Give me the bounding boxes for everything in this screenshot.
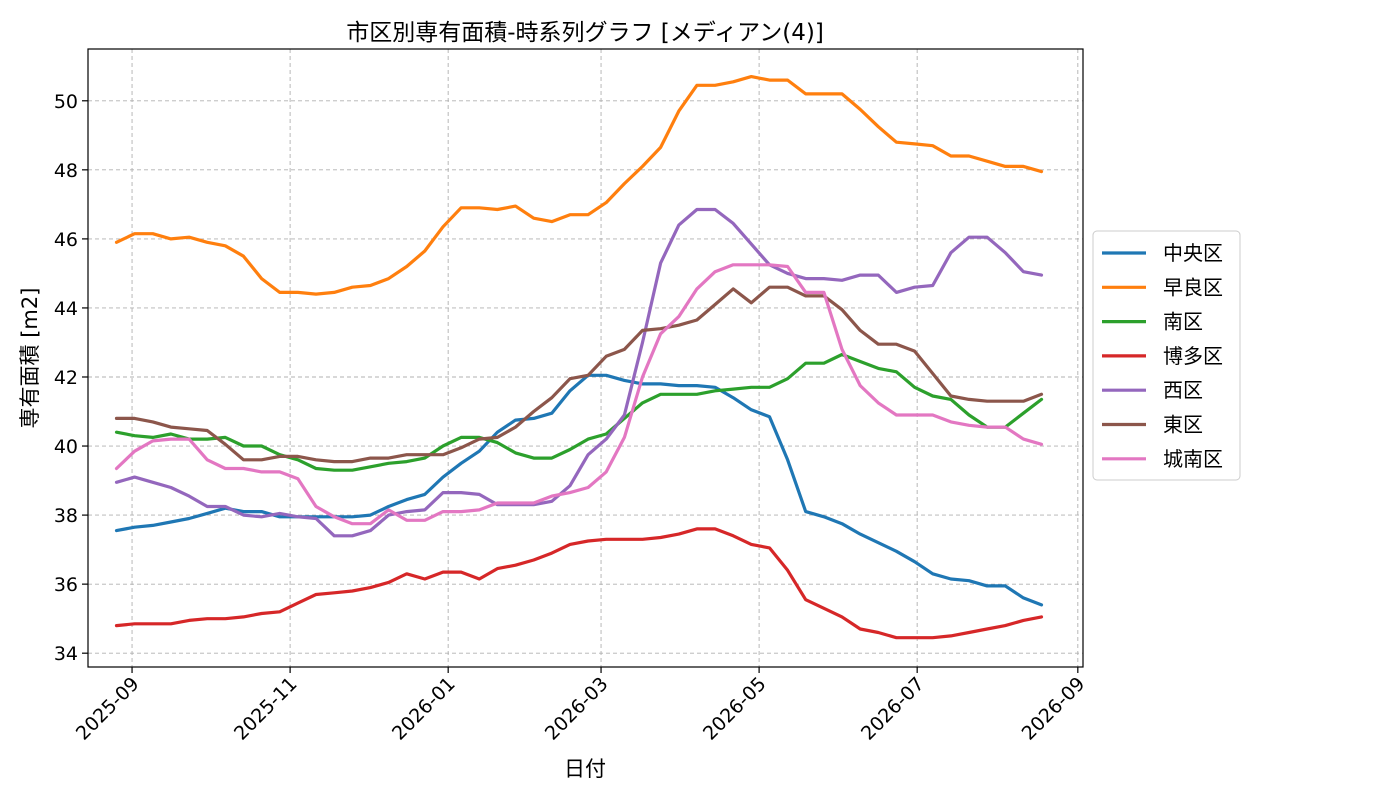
series-line	[114, 285, 1044, 464]
x-axis: 2025-09 2025-11 2026-01 2026-03 2026-05 2026-…	[72, 667, 1089, 745]
y-tick-label: 34	[54, 643, 78, 665]
y-tick-label: 50	[54, 91, 78, 113]
series-line	[114, 207, 1044, 538]
y-tick-label: 40	[54, 436, 78, 458]
chart-title: 市区別専有面積-時系列グラフ [メディアン(4)]	[346, 20, 824, 46]
legend-label: 城南区	[1163, 447, 1223, 471]
y-tick-label: 48	[54, 160, 78, 182]
x-tick-label: 2026-01	[388, 673, 460, 745]
x-tick-label: 2026-07	[857, 673, 929, 745]
series-line	[114, 352, 1044, 472]
x-tick-label: 2025-11	[230, 673, 302, 745]
series-lines	[114, 74, 1044, 640]
x-axis-label: 日付	[564, 757, 606, 781]
y-tick-label: 44	[54, 298, 78, 320]
y-tick-label: 46	[54, 229, 78, 251]
legend-label: 博多区	[1163, 344, 1223, 368]
series-line	[114, 527, 1044, 640]
y-tick-label: 42	[54, 367, 78, 389]
legend-box	[1092, 230, 1241, 481]
legend-label: 中央区	[1163, 241, 1223, 265]
plot-area	[87, 48, 1084, 668]
y-tick-label: 36	[54, 574, 78, 596]
y-tick-label: 38	[54, 505, 78, 527]
y-axis: 34 36 38 40 42 44 46 48 50	[54, 91, 88, 665]
series-line	[114, 74, 1044, 296]
x-tick-label: 2026-03	[541, 673, 613, 745]
legend-label: 東区	[1163, 413, 1203, 437]
legend-label: 西区	[1163, 378, 1203, 402]
x-tick-label: 2025-09	[72, 673, 144, 745]
x-tick-label: 2026-05	[699, 673, 771, 745]
series-line	[114, 263, 1044, 526]
x-tick-label: 2026-09	[1018, 673, 1090, 745]
legend-label: 早良区	[1163, 275, 1223, 299]
legend-label: 南区	[1163, 310, 1203, 334]
plot-border	[87, 48, 1084, 668]
y-axis-label: 専有面積 [m2]	[18, 288, 42, 429]
